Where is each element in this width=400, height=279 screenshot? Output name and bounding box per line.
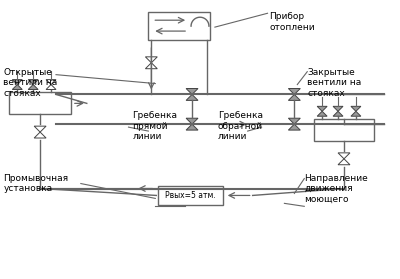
Text: Гребенка
обратной
линии: Гребенка обратной линии	[218, 111, 263, 141]
Text: Закрытые
вентили на
стояках: Закрытые вентили на стояках	[307, 68, 362, 98]
Polygon shape	[46, 80, 56, 85]
Text: Направление
движения
моющего: Направление движения моющего	[304, 174, 368, 203]
Polygon shape	[34, 132, 46, 138]
Polygon shape	[317, 111, 327, 116]
Text: Открытые
вентили на
стояках: Открытые вентили на стояках	[3, 68, 58, 98]
Polygon shape	[333, 111, 343, 116]
Polygon shape	[186, 124, 198, 130]
Polygon shape	[338, 159, 350, 165]
Polygon shape	[288, 88, 300, 95]
Polygon shape	[338, 153, 350, 159]
Polygon shape	[351, 111, 361, 116]
Text: Гребенка
прямой
линии: Гребенка прямой линии	[132, 111, 178, 141]
FancyBboxPatch shape	[314, 119, 374, 141]
Polygon shape	[288, 124, 300, 130]
Polygon shape	[333, 106, 343, 111]
FancyBboxPatch shape	[148, 12, 210, 40]
Polygon shape	[288, 118, 300, 124]
Polygon shape	[46, 85, 56, 90]
Polygon shape	[351, 106, 361, 111]
FancyBboxPatch shape	[158, 186, 223, 205]
Polygon shape	[186, 95, 198, 100]
Polygon shape	[186, 118, 198, 124]
Polygon shape	[28, 80, 38, 85]
Polygon shape	[145, 57, 157, 63]
Polygon shape	[186, 88, 198, 95]
FancyBboxPatch shape	[9, 92, 71, 114]
Polygon shape	[12, 80, 22, 85]
Text: Промывочная
установка: Промывочная установка	[3, 174, 68, 193]
Text: Рвых=5 атм.: Рвых=5 атм.	[165, 191, 216, 200]
Text: Прибор
отоплени: Прибор отоплени	[270, 12, 315, 32]
Polygon shape	[12, 85, 22, 90]
Polygon shape	[288, 95, 300, 100]
Polygon shape	[28, 85, 38, 90]
Polygon shape	[145, 63, 157, 69]
Polygon shape	[317, 106, 327, 111]
Polygon shape	[34, 126, 46, 132]
